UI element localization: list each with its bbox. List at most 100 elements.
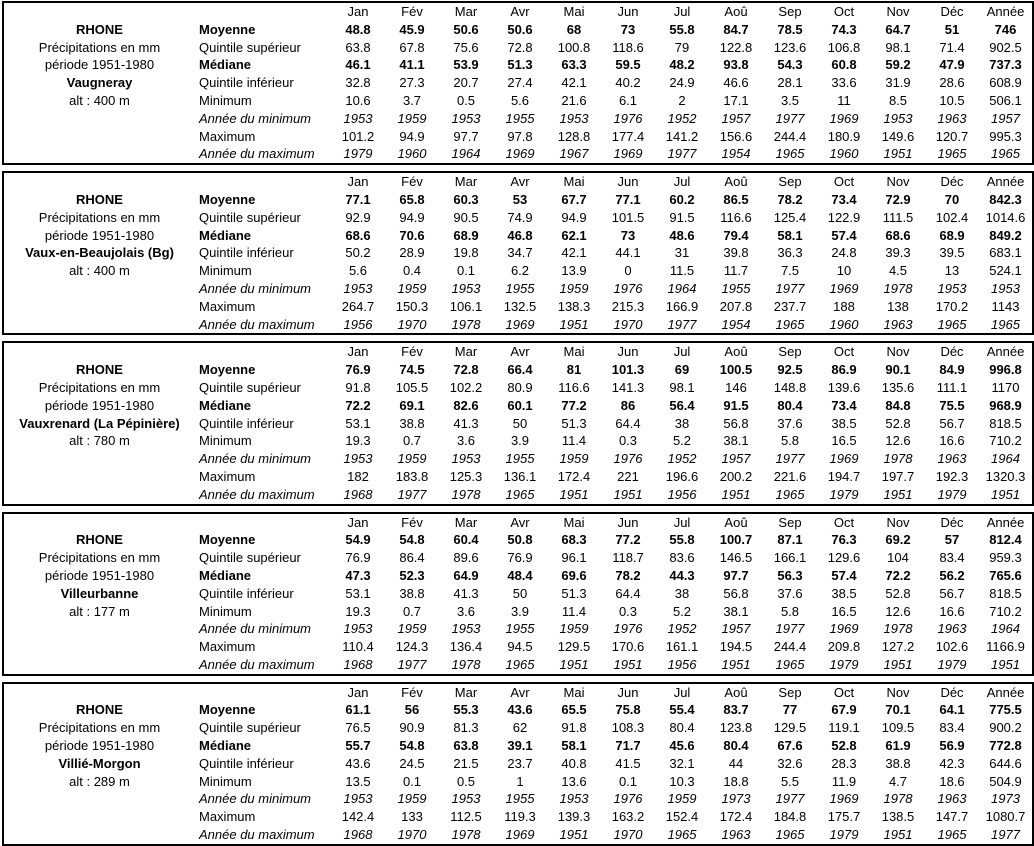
table-row: Maximum 142.4 133 112.5 119.3 139.3 163.2 152.4… (3, 808, 1033, 826)
value-cell: 1979 (937, 486, 967, 502)
month-header: Mai (563, 684, 585, 700)
value-cell: 1959 (397, 110, 427, 126)
region-label: RHONE (76, 21, 123, 37)
value-cell: 125.4 (773, 209, 807, 225)
value-cell: 59.5 (615, 57, 641, 73)
month-header: Aoû (724, 174, 748, 190)
value-cell: 32.1 (669, 755, 695, 771)
value-cell: 1957 (721, 110, 751, 126)
value-cell: 68 (566, 21, 582, 37)
value-cell: 94.5 (507, 639, 533, 655)
value-cell: 125.3 (449, 468, 483, 484)
value-cell: 51.3 (507, 57, 533, 73)
value-cell: 92.5 (777, 362, 803, 378)
month-header: Jun (617, 4, 639, 19)
value-cell: 1979 (829, 827, 859, 843)
precipitation-unit-label: Précipitations en mm (38, 39, 161, 55)
value-cell: 1965 (775, 316, 805, 332)
value-cell: 67.9 (831, 702, 857, 718)
value-cell: 111.1 (936, 379, 968, 395)
value-cell: 775.5 (989, 702, 1022, 718)
row-label: Médiane (199, 567, 252, 583)
value-cell: 60.2 (669, 191, 695, 207)
value-cell: 818.5 (989, 585, 1022, 601)
value-cell: 1014.6 (985, 209, 1026, 225)
value-cell: 16.6 (939, 603, 965, 619)
month-header: Avr (510, 514, 530, 530)
value-cell: 102.4 (935, 209, 969, 225)
value-cell: 5.6 (510, 92, 530, 108)
value-cell: 900.2 (989, 720, 1022, 736)
value-cell: 68.6 (345, 227, 371, 243)
value-cell: 60.4 (453, 532, 479, 548)
month-header: Jun (617, 174, 639, 190)
value-cell: 63.8 (453, 738, 479, 754)
value-cell: 156.6 (719, 128, 753, 144)
row-label: Quintile supérieur (199, 39, 301, 55)
value-cell: 86.4 (399, 550, 425, 566)
value-cell: 73.4 (831, 191, 857, 207)
value-cell: 78.2 (615, 567, 641, 583)
row-label: Moyenne (199, 21, 256, 37)
row-label: Minimum (199, 773, 252, 789)
value-cell: 16.6 (939, 433, 965, 449)
table-row: Année du minimum 1953 1959 1953 1955 1953 1976… (3, 790, 1033, 808)
value-cell: 200.2 (719, 468, 753, 484)
row-label: Quintile inférieur (199, 415, 294, 431)
value-cell: 112.5 (450, 809, 482, 825)
table-row: Précipitations en mm Quintile supérieur 91… (3, 379, 1033, 397)
value-cell: 18.8 (723, 773, 749, 789)
value-cell: 52.3 (399, 567, 425, 583)
value-cell: 209.8 (827, 639, 861, 655)
month-header: Année (986, 344, 1025, 360)
value-cell: 21.5 (453, 755, 479, 771)
table-row: Vauxrenard (La Pépinière) Quintile inféri… (3, 415, 1033, 433)
table-row: Précipitations en mm Quintile supérieur 63… (3, 39, 1033, 57)
value-cell: 10.6 (345, 92, 371, 108)
month-header-row: Jan Fév Mar Avr Mai Jun Jul Aoû Sep Oct Nov Déc Anné… (3, 2, 1033, 21)
value-cell: 5.8 (780, 603, 800, 619)
value-cell: 5.8 (780, 433, 800, 449)
value-cell: 1952 (667, 621, 697, 637)
value-cell: 1976 (613, 280, 643, 296)
value-cell: 1969 (829, 621, 859, 637)
month-header: Fév (401, 174, 423, 190)
value-cell: 1963 (937, 791, 967, 807)
value-cell: 28.3 (831, 755, 857, 771)
spacer-cell (3, 620, 195, 638)
value-cell: 188 (833, 298, 855, 314)
value-cell: 77 (782, 702, 798, 718)
value-cell: 1953 (343, 280, 373, 296)
value-cell: 1977 (775, 110, 805, 126)
value-cell: 524.1 (989, 263, 1022, 279)
value-cell: 244.4 (773, 128, 807, 144)
row-label: Médiane (199, 227, 252, 243)
value-cell: 1953 (343, 451, 373, 467)
value-cell: 56.4 (669, 397, 695, 413)
value-cell: 78.2 (777, 191, 803, 207)
value-cell: 0.3 (618, 603, 638, 619)
value-cell: 1953 (343, 621, 373, 637)
value-cell: 3.9 (510, 603, 530, 619)
value-cell: 75.6 (453, 39, 479, 55)
value-cell: 50.6 (453, 21, 479, 37)
station-table: Jan Fév Mar Avr Mai Jun Jul Aoû Sep Oct Nov Déc Anné… (2, 341, 1034, 506)
value-cell: 11.5 (669, 263, 695, 279)
value-cell: 1970 (613, 827, 643, 843)
value-cell: 1969 (505, 146, 535, 162)
period-label: période 1951-1980 (44, 227, 155, 243)
value-cell: 1959 (397, 621, 427, 637)
value-cell: 28.9 (399, 245, 425, 261)
spacer-cell (3, 468, 195, 486)
value-cell: 44.1 (615, 245, 641, 261)
value-cell: 94.9 (399, 128, 425, 144)
value-cell: 1953 (451, 621, 481, 637)
value-cell: 27.4 (507, 75, 533, 91)
value-cell: 1955 (721, 280, 751, 296)
value-cell: 53.9 (453, 57, 479, 73)
row-label: Maximum (199, 809, 256, 825)
value-cell: 1957 (721, 451, 751, 467)
value-cell: 1969 (505, 827, 535, 843)
value-cell: 264.7 (341, 298, 375, 314)
